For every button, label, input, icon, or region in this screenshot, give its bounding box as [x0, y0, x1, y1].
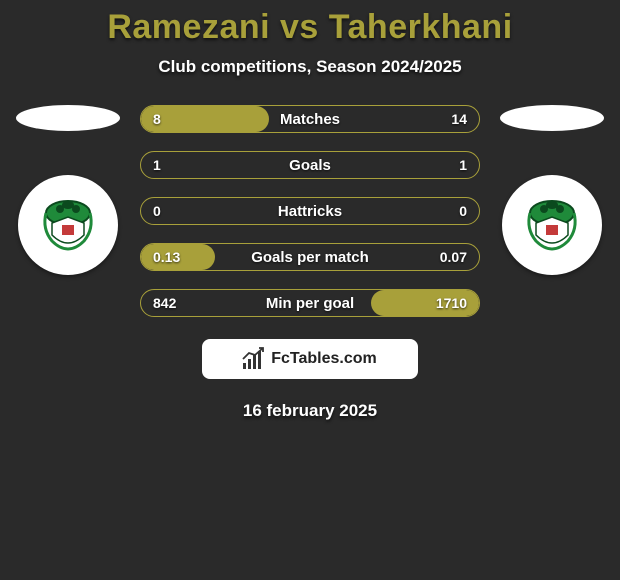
brand-badge[interactable]: FcTables.com [202, 339, 418, 379]
brand-chart-icon [243, 349, 265, 369]
stat-row: 0Hattricks0 [140, 197, 480, 225]
stat-row: 0.13Goals per match0.07 [140, 243, 480, 271]
stat-value-right: 0.07 [440, 244, 467, 270]
stat-label: Goals [141, 152, 479, 178]
comparison-card: Ramezani vs Taherkhani Club competitions… [0, 0, 620, 421]
page-title: Ramezani vs Taherkhani [0, 8, 620, 47]
left-player-col [16, 105, 120, 275]
stat-row: 842Min per goal1710 [140, 289, 480, 317]
right-player-col [500, 105, 604, 275]
stat-label: Goals per match [141, 244, 479, 270]
player-photo-placeholder-right [500, 105, 604, 131]
main-row: 8Matches14 1Goals1 0Hattricks0 0.13Goals pe… [0, 105, 620, 317]
club-badge-right [502, 175, 602, 275]
stats-column: 8Matches14 1Goals1 0Hattricks0 0.13Goals pe… [140, 105, 480, 317]
club-badge-left [18, 175, 118, 275]
stat-value-right: 1710 [436, 290, 467, 316]
stat-row: 1Goals1 [140, 151, 480, 179]
stat-row: 8Matches14 [140, 105, 480, 133]
club-logo-icon [32, 189, 104, 261]
stat-label: Min per goal [141, 290, 479, 316]
stat-label: Matches [141, 106, 479, 132]
snapshot-date: 16 february 2025 [0, 401, 620, 421]
brand-text: FcTables.com [271, 350, 377, 368]
season-subtitle: Club competitions, Season 2024/2025 [0, 57, 620, 77]
player-photo-placeholder-left [16, 105, 120, 131]
stat-value-right: 14 [451, 106, 467, 132]
stat-value-right: 1 [459, 152, 467, 178]
stat-value-right: 0 [459, 198, 467, 224]
club-logo-icon [516, 189, 588, 261]
stat-label: Hattricks [141, 198, 479, 224]
